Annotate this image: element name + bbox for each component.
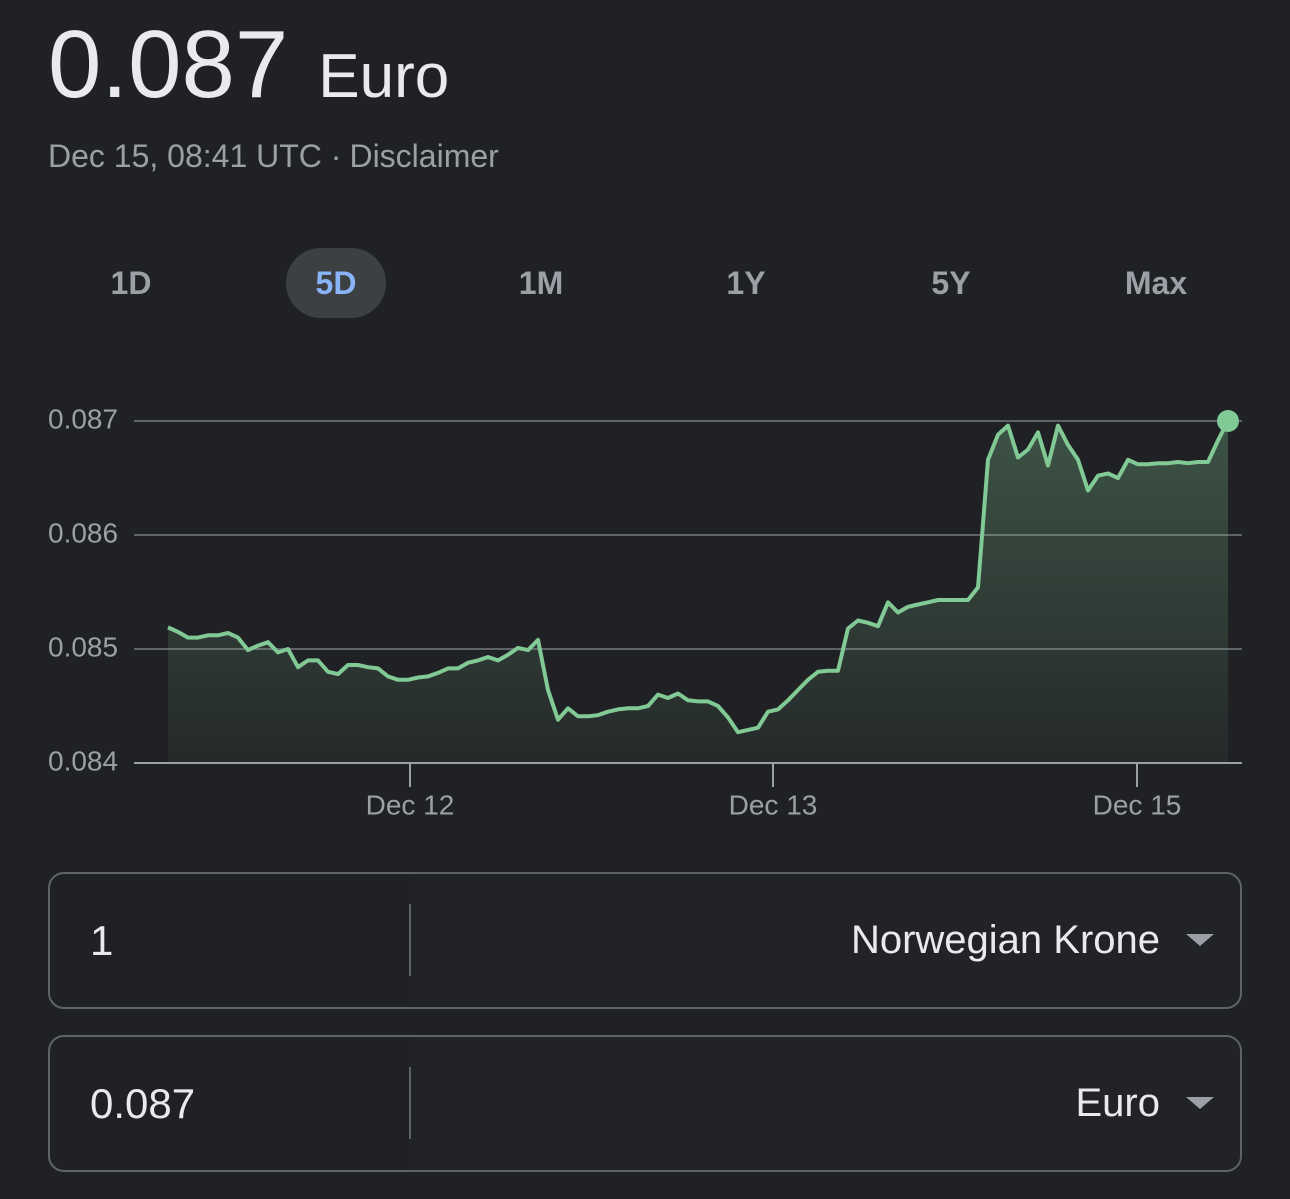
range-tab[interactable]: 5D bbox=[286, 248, 386, 318]
currency-select[interactable]: Norwegian Krone bbox=[850, 918, 1160, 962]
converter-row: 1 Norwegian Krone bbox=[48, 872, 1242, 1009]
x-tick-label: Dec 12 bbox=[366, 789, 455, 820]
disclaimer-link[interactable]: Disclaimer bbox=[349, 138, 499, 174]
timestamp: Dec 15, 08:41 UTC · bbox=[48, 138, 342, 174]
x-tick-label: Dec 15 bbox=[1093, 789, 1182, 820]
divider bbox=[409, 1067, 411, 1139]
range-tab[interactable]: 5Y bbox=[931, 265, 971, 301]
currency-select[interactable]: Euro bbox=[1075, 1081, 1161, 1125]
price-line bbox=[167, 420, 1230, 735]
dropdown-arrow[interactable] bbox=[1186, 934, 1214, 946]
y-tick-label: 0.086 bbox=[48, 517, 118, 548]
range-tab[interactable]: 1Y bbox=[726, 265, 766, 301]
range-tab[interactable]: Max bbox=[1124, 265, 1188, 301]
converter-row: 0.087 Euro bbox=[48, 1035, 1242, 1172]
rate-subtitle: Dec 15, 08:41 UTC · Disclaimer bbox=[48, 138, 499, 175]
rate-currency: Euro bbox=[318, 42, 450, 111]
area-fill bbox=[168, 421, 1228, 763]
divider bbox=[409, 904, 411, 976]
rate-value: 0.087 bbox=[48, 11, 289, 118]
y-tick-label: 0.087 bbox=[48, 403, 118, 434]
x-tick-label: Dec 13 bbox=[729, 789, 818, 820]
range-tab[interactable]: 1D bbox=[110, 265, 152, 301]
y-tick-label: 0.084 bbox=[48, 745, 118, 776]
chart: 0.087 0.086 0.085 0.084 Dec 12 Dec 13 Dec 15 bbox=[48, 403, 1242, 820]
dropdown-arrow[interactable] bbox=[1186, 1097, 1214, 1109]
range-tab[interactable]: 1M bbox=[518, 265, 564, 301]
rate-header: 0.087 Euro bbox=[48, 10, 449, 120]
currency-select-area[interactable] bbox=[410, 874, 1240, 1007]
amount-input[interactable]: 1 bbox=[90, 917, 114, 964]
currency-select-area[interactable] bbox=[410, 1037, 1240, 1170]
y-tick-label: 0.085 bbox=[48, 631, 118, 662]
amount-input[interactable]: 0.087 bbox=[90, 1080, 196, 1127]
end-dot bbox=[1217, 410, 1239, 432]
